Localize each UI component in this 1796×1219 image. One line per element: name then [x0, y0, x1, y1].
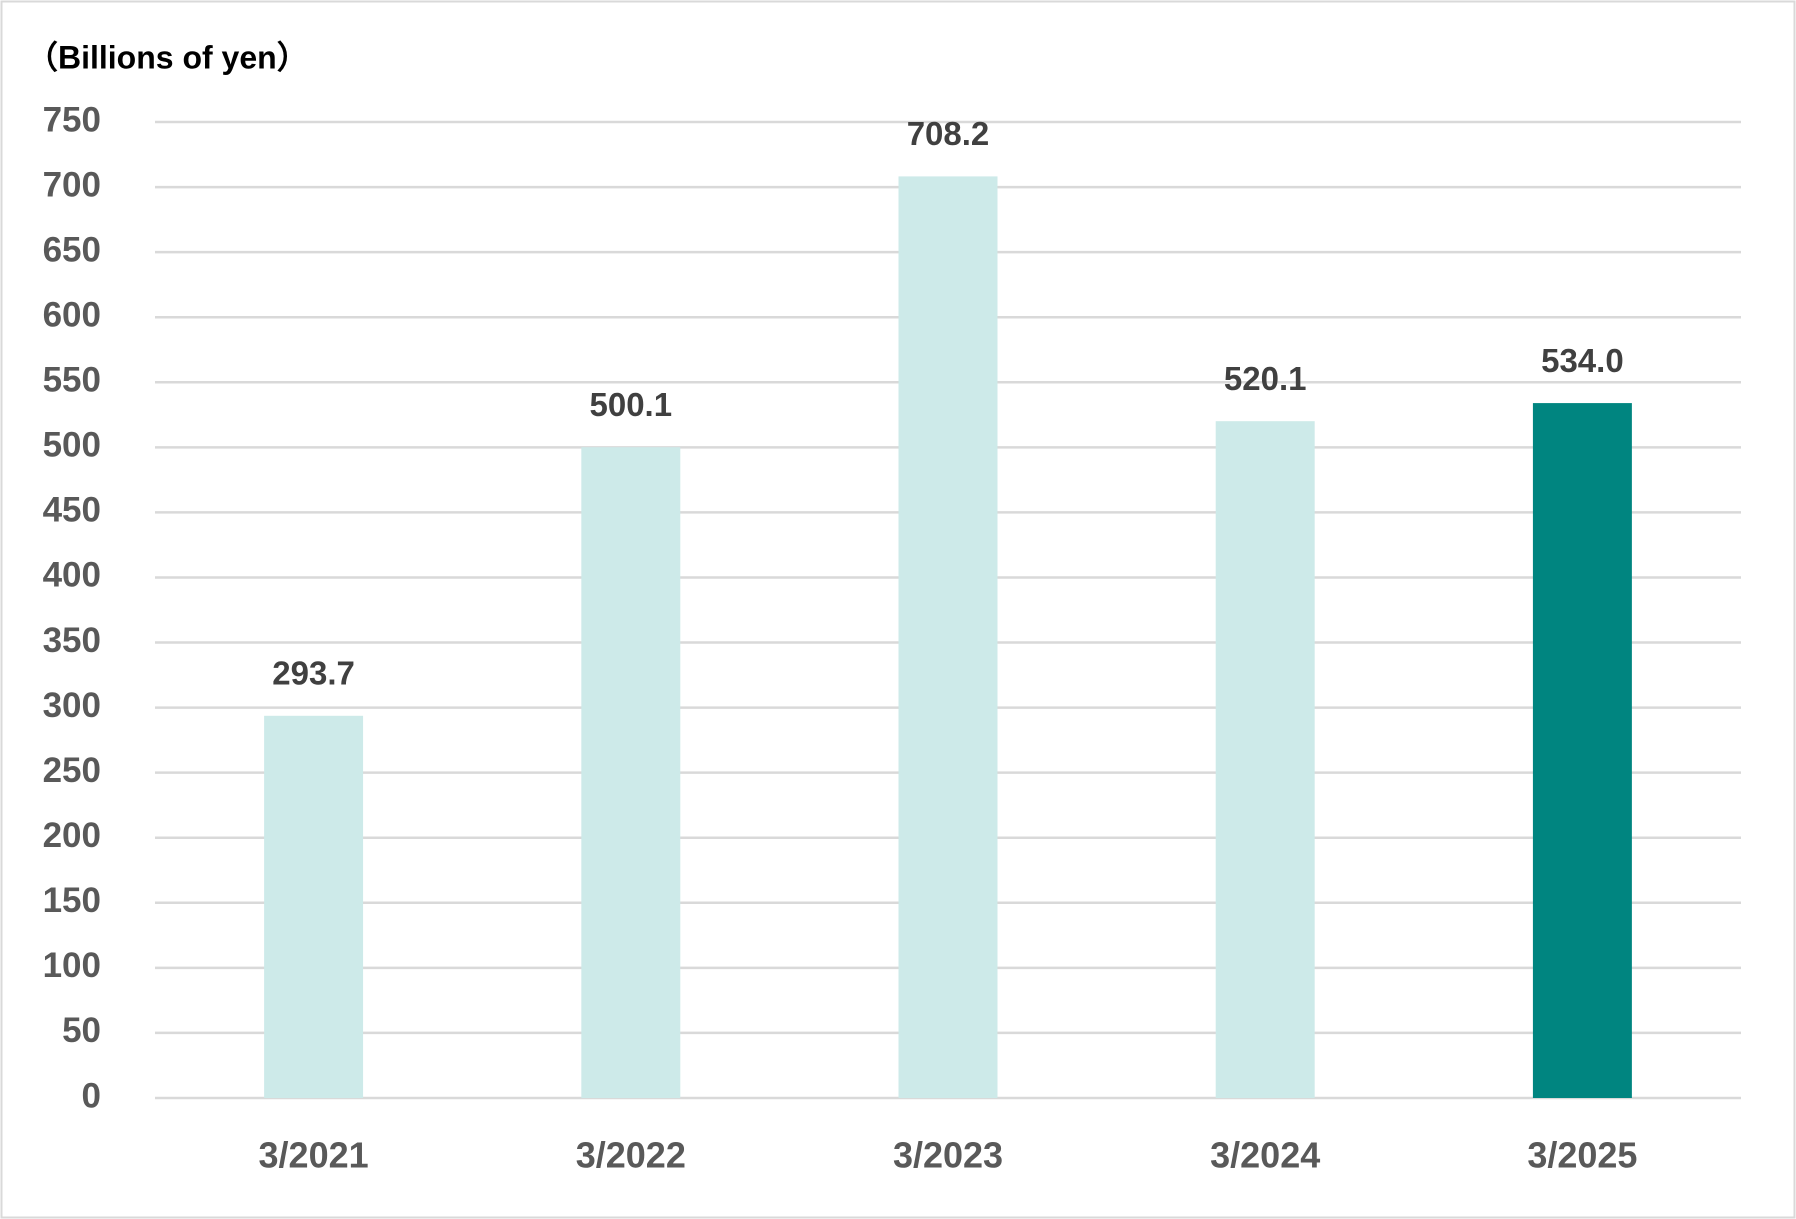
bar: [581, 447, 681, 1098]
x-tick-label: 3/2022: [576, 1135, 686, 1176]
bar: [264, 715, 364, 1098]
y-tick-label: 200: [43, 816, 101, 855]
bar: [898, 176, 998, 1098]
y-tick-label: 750: [43, 100, 101, 139]
value-label: 534.0: [1541, 342, 1624, 379]
y-tick-label: 550: [43, 361, 101, 400]
x-tick-label: 3/2025: [1527, 1135, 1637, 1176]
x-tick-label: 3/2023: [893, 1135, 1003, 1176]
y-tick-label: 650: [43, 230, 101, 269]
y-tick-label: 50: [62, 1011, 101, 1050]
bar: [1532, 403, 1632, 1098]
value-label: 708.2: [907, 115, 990, 152]
y-tick-label: 250: [43, 751, 101, 790]
y-tick-label: 450: [43, 491, 101, 530]
y-tick-label: 0: [82, 1076, 101, 1115]
y-tick-label: 500: [43, 426, 101, 465]
value-label: 293.7: [272, 655, 355, 692]
y-tick-label: 400: [43, 556, 101, 595]
bar: [1215, 421, 1315, 1099]
y-tick-label: 350: [43, 621, 101, 660]
y-tick-label: 150: [43, 881, 101, 920]
x-tick-label: 3/2024: [1210, 1135, 1320, 1176]
x-tick-label: 3/2021: [259, 1135, 369, 1176]
y-tick-label: 100: [43, 946, 101, 985]
y-tick-label: 700: [43, 165, 101, 204]
value-label: 500.1: [590, 386, 673, 423]
chart-title: （Billions of yen）: [26, 39, 309, 75]
y-tick-label: 300: [43, 686, 101, 725]
value-label: 520.1: [1224, 360, 1307, 397]
y-tick-label: 600: [43, 295, 101, 334]
